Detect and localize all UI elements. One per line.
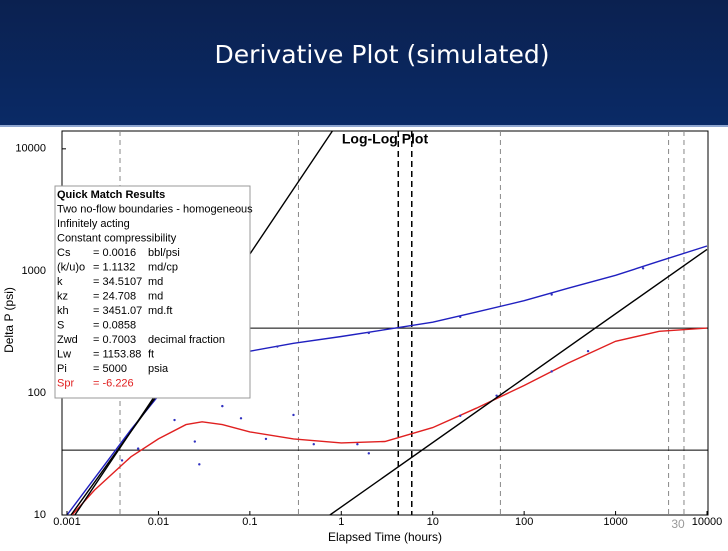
match-cell: k (57, 276, 63, 288)
match-cell: = 1.1132 (93, 261, 135, 273)
x-tick-label: 10000 (692, 516, 723, 528)
data-point (292, 413, 295, 417)
match-cell: = 3451.07 (93, 305, 142, 317)
y-tick-label: 1000 (22, 265, 46, 277)
match-note: Infinitely acting (57, 218, 130, 230)
y-tick-label: 10000 (15, 143, 46, 155)
match-cell: md/cp (148, 261, 178, 273)
x-tick-label: 0.1 (242, 516, 257, 528)
x-tick-label: 1000 (603, 516, 627, 528)
match-cell: Zwd (57, 334, 78, 346)
x-axis-label: Elapsed Time (hours) (328, 530, 442, 544)
match-cell: (k/u)o (57, 261, 85, 273)
x-tick-label: 10 (427, 516, 439, 528)
match-cell: decimal fraction (148, 334, 225, 346)
data-point (221, 404, 224, 408)
match-cell: Spr (57, 377, 74, 389)
match-title: Quick Match Results (57, 189, 165, 201)
match-cell: bbl/psi (148, 247, 180, 259)
data-point (367, 452, 371, 455)
header (0, 0, 728, 126)
match-cell: md (148, 290, 163, 302)
match-cell: = 0.0016 (93, 247, 136, 259)
match-cell: = 24.708 (93, 290, 136, 302)
match-cell: md.ft (148, 305, 172, 317)
y-tick-label: 100 (28, 387, 46, 399)
series-line (329, 248, 708, 515)
data-point (367, 331, 371, 335)
data-point (495, 394, 498, 397)
data-point (459, 414, 462, 417)
match-note: Constant compressibility (57, 232, 177, 244)
slide-title: Derivative Plot (simulated) (215, 40, 550, 69)
x-tick-label: 0.01 (148, 516, 169, 528)
data-point (586, 349, 590, 353)
data-point (276, 345, 279, 348)
data-point (136, 447, 140, 450)
match-box (54, 185, 251, 399)
data-point (120, 459, 124, 462)
match-cell: = 5000 (93, 363, 127, 375)
match-cell: kh (57, 305, 69, 317)
match-cell: ft (148, 348, 154, 360)
data-point (312, 443, 315, 446)
x-tick-label: 1 (338, 516, 344, 528)
match-cell: = -6.226 (93, 377, 134, 389)
match-cell: = 1153.88 (93, 348, 141, 360)
match-cell: = 0.7003 (93, 334, 136, 346)
match-cell: md (148, 276, 163, 288)
x-tick-label: 0.001 (53, 516, 81, 528)
chart-title: Log-Log Plot (342, 131, 429, 147)
data-point (198, 463, 201, 466)
y-axis-label: Delta P (psi) (2, 287, 16, 353)
data-point (356, 443, 359, 446)
data-point (550, 293, 553, 296)
match-cell: = 0.0858 (93, 319, 136, 331)
data-point (173, 418, 176, 422)
data-point (264, 437, 268, 441)
data-point (550, 370, 553, 373)
data-point (193, 440, 197, 443)
match-cell: psia (148, 363, 169, 375)
match-cell: Cs (57, 247, 71, 259)
y-tick-label: 10 (34, 509, 46, 521)
data-point (239, 417, 243, 420)
x-tick-label: 100 (515, 516, 533, 528)
series-line (71, 327, 708, 515)
data-point (641, 267, 645, 270)
match-cell: kz (57, 290, 68, 302)
match-cell: = 34.5107 (93, 276, 142, 288)
match-cell: Pi (57, 363, 67, 375)
page-number: 30 (671, 517, 685, 531)
match-cell: Lw (57, 348, 71, 360)
match-cell: S (57, 319, 64, 331)
match-note: Two no-flow boundaries - homogeneous (57, 203, 253, 215)
data-point (459, 315, 462, 319)
